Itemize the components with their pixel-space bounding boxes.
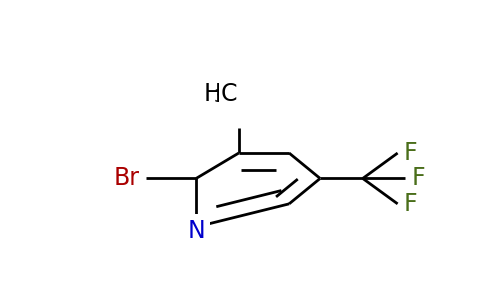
Text: F: F bbox=[404, 141, 417, 165]
Text: C: C bbox=[221, 82, 238, 106]
Text: F: F bbox=[411, 167, 425, 191]
Text: H: H bbox=[204, 82, 222, 106]
Text: 3: 3 bbox=[214, 88, 225, 106]
Text: F: F bbox=[404, 192, 417, 216]
Text: Br: Br bbox=[114, 167, 139, 191]
Text: N: N bbox=[187, 219, 205, 243]
